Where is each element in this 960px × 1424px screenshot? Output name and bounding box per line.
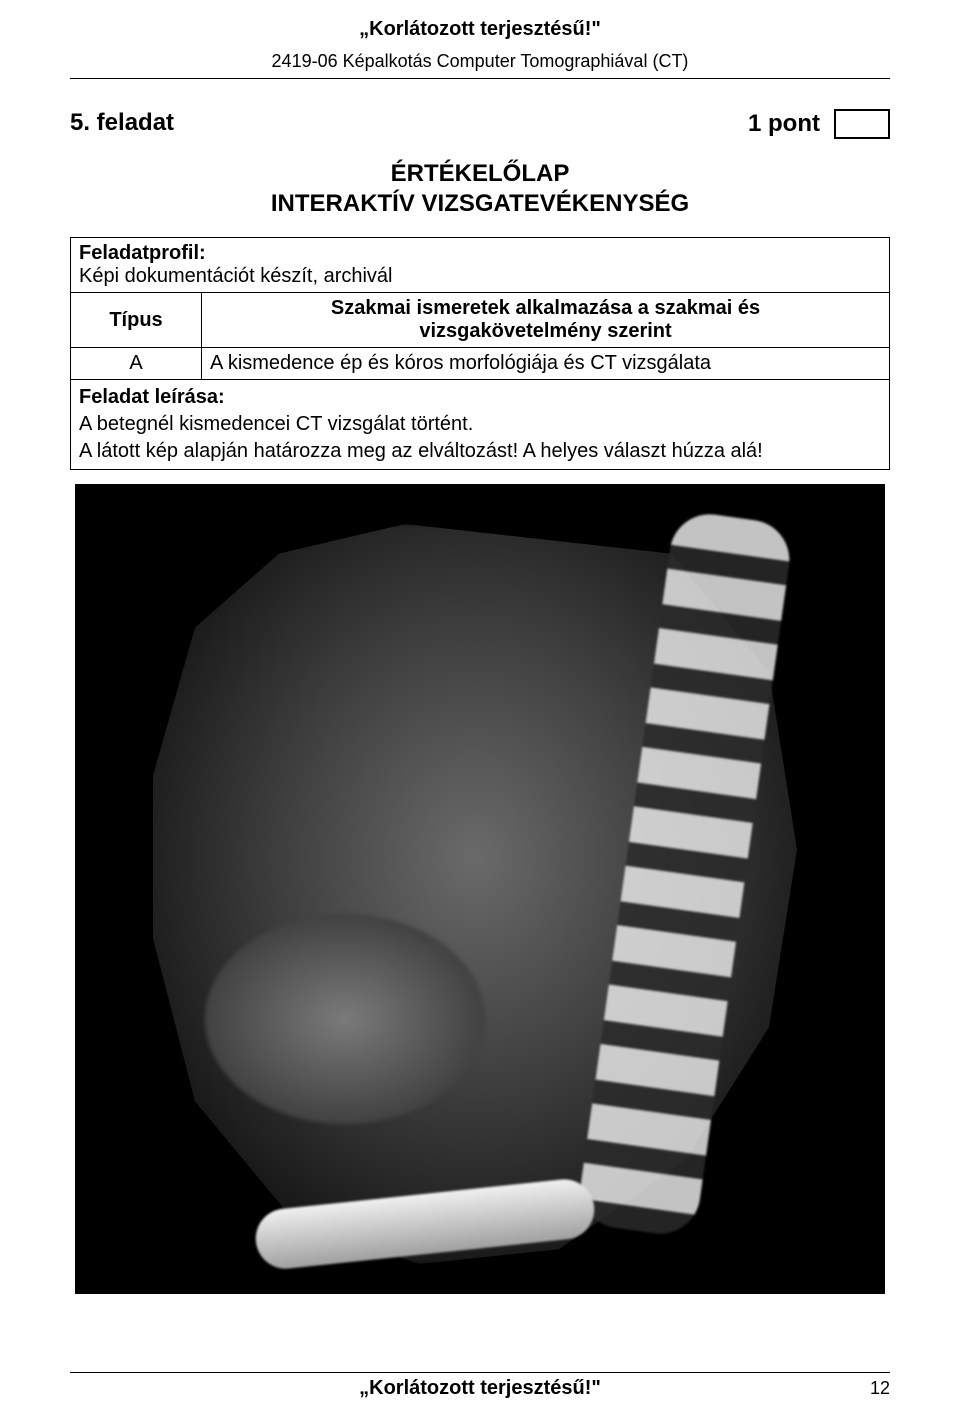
ct-scan-image [75,484,885,1294]
ct-bladder-region [205,914,485,1124]
profile-label: Feladatprofil: [79,242,206,264]
score-input-box[interactable] [834,109,890,139]
header-title: „Korlátozott terjesztésű!" [0,18,960,41]
description-line1: A betegnél kismedencei CT vizsgálat tört… [79,413,473,435]
task-number: 5. feladat [70,109,174,137]
type-a-text-cell: A kismedence ép és kóros morfológiája és… [202,348,890,380]
task-profile-table: Feladatprofil: Képi dokumentációt készít… [70,237,890,470]
requirement-header-cell: Szakmai ismeretek alkalmazása a szakmai … [202,293,890,348]
table-row: A A kismedence ép és kóros morfológiája … [71,348,890,380]
profile-cell: Feladatprofil: Képi dokumentációt készít… [71,238,890,293]
header-subtitle: 2419-06 Képalkotás Computer Tomographiáv… [0,51,960,72]
profile-text: Képi dokumentációt készít, archivál [79,265,393,287]
task-row: 5. feladat 1 pont [70,109,890,139]
table-row: Feladatprofil: Képi dokumentációt készít… [71,238,890,293]
table-row: Feladat leírása: A betegnél kismedencei … [71,380,890,470]
page-header: „Korlátozott terjesztésű!" 2419-06 Képal… [0,0,960,79]
footer-page-number: 12 [850,1378,890,1399]
footer-row: „Korlátozott terjesztésű!" 12 [70,1377,890,1400]
footer-title: „Korlátozott terjesztésű!" [110,1377,850,1400]
table-row: Típus Szakmai ismeretek alkalmazása a sz… [71,293,890,348]
description-cell: Feladat leírása: A betegnél kismedencei … [71,380,890,470]
evaluation-title: ÉRTÉKELŐLAP INTERAKTÍV VIZSGATEVÉKENYSÉG [70,159,890,219]
page-footer: „Korlátozott terjesztésű!" 12 [70,1372,890,1400]
evaluation-title-line2: INTERAKTÍV VIZSGATEVÉKENYSÉG [271,190,689,217]
description-lead: Feladat leírása: [79,386,225,408]
type-a-cell: A [71,348,202,380]
requirement-line2: vizsgakövetelmény szerint [419,320,671,342]
content-area: 5. feladat 1 pont ÉRTÉKELŐLAP INTERAKTÍV… [0,79,960,1294]
requirement-line1: Szakmai ismeretek alkalmazása a szakmai … [331,297,760,319]
task-points: 1 pont [748,110,820,138]
task-points-wrap: 1 pont [748,109,890,139]
footer-divider [70,1372,890,1373]
description-line2: A látott kép alapján határozza meg az el… [79,440,763,462]
evaluation-title-line1: ÉRTÉKELŐLAP [391,160,570,187]
type-header-cell: Típus [71,293,202,348]
